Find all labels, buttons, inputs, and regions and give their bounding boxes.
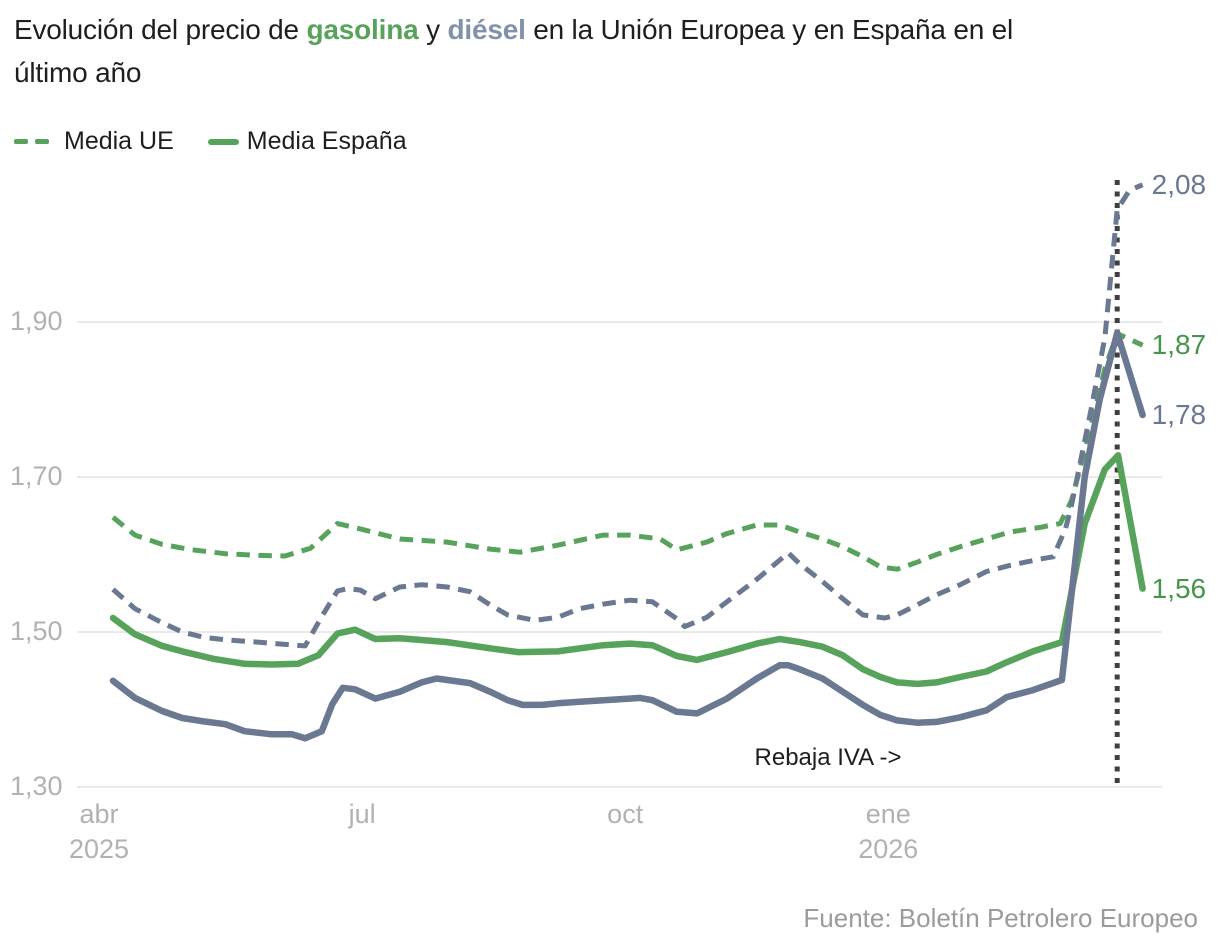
legend-item-media-ue: Media UE [14,127,174,156]
source-credit: Fuente: Boletín Petrolero Europeo [803,903,1198,933]
y-axis-label: 1,70 [10,460,63,491]
legend-label-media-espana: Media España [246,127,407,155]
legend-item-media-espana: Media España [207,127,407,156]
legend-label-media-ue: Media UE [64,127,174,155]
title-text-mid: y [418,14,448,45]
x-tick-month: oct [607,799,644,829]
chart-legend: Media UE Media España [14,127,441,156]
title-word-gasolina: gasolina [306,14,419,45]
dashed-line-swatch-icon [14,139,56,144]
x-tick-year: 2026 [858,834,919,865]
title-text-post: en la Unión Europea y en España en el [525,14,1014,45]
x-axis-tick-ene: ene 2026 [858,797,918,867]
x-tick-month: ene [865,799,911,829]
title-text-pre: Evolución del precio de [14,14,307,45]
end-value-label-ue-diesel: 2,08 [1151,168,1207,200]
end-value-label-espana-gasolina: 1,56 [1151,572,1207,604]
x-tick-month: abr [79,799,119,829]
x-axis-tick-oct: oct [607,797,643,832]
end-value-label-ue-gasolina: 1,87 [1151,329,1207,361]
title-line-2: último año [14,57,142,89]
x-axis-tick-jul: jul [349,797,376,832]
y-axis-label: 1,50 [10,615,63,646]
end-value-label-espana-diesel: 1,78 [1151,399,1207,430]
x-tick-month: jul [348,799,376,829]
x-tick-year: 2025 [68,834,130,865]
solid-line-swatch-icon [207,138,239,145]
chart-title: Evolución del precio de gasolina y diése… [14,8,1209,95]
rebaja-iva-annotation: Rebaja IVA -> [754,744,902,771]
y-axis-label: 1,90 [10,305,63,336]
title-word-diesel: diésel [447,14,526,45]
y-axis-label: 1,30 [10,770,63,801]
x-axis-tick-abr: abr 2025 [69,797,129,867]
